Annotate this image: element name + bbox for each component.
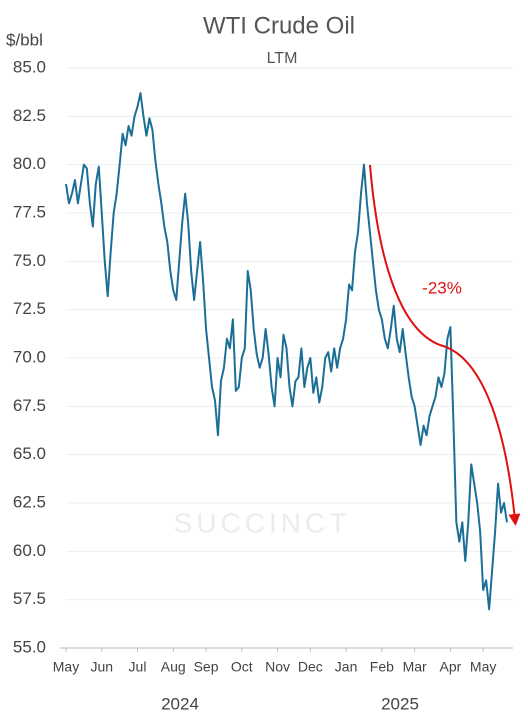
y-tick-label: 82.5 bbox=[13, 106, 46, 125]
plot-area: 55.0 57.5 60.0 62.5 65.0 67.5 70.0 72.5 75.0 77.5… bbox=[13, 57, 513, 713]
x-tick-label: Oct bbox=[231, 659, 253, 675]
x-tick-label: Apr bbox=[439, 659, 461, 675]
y-tick-label: 75.0 bbox=[13, 251, 46, 270]
x-tick-label: Feb bbox=[370, 659, 394, 675]
y-tick-label: 77.5 bbox=[13, 202, 46, 221]
change-arrow bbox=[369, 164, 521, 526]
y-tick-label: 62.5 bbox=[13, 492, 46, 511]
y-tick-label: 85.0 bbox=[13, 57, 46, 76]
price-line bbox=[65, 92, 508, 611]
x-tick-label: Nov bbox=[265, 659, 290, 675]
x-tick-label: Mar bbox=[403, 659, 427, 675]
y-tick-label: 72.5 bbox=[13, 299, 46, 318]
y-tick-label: 65.0 bbox=[13, 444, 46, 463]
x-tick-label: Aug bbox=[161, 659, 186, 675]
x-tick-label: Jan bbox=[335, 659, 358, 675]
chart-title: WTI Crude Oil bbox=[203, 12, 355, 39]
y-tick-label: 67.5 bbox=[13, 396, 46, 415]
x-tick-label: Jun bbox=[90, 659, 113, 675]
x-tick-label: Sep bbox=[194, 659, 219, 675]
watermark: SUCCINCT bbox=[174, 507, 351, 538]
y-tick-label: 80.0 bbox=[13, 154, 46, 173]
x-tick-label: Dec bbox=[298, 659, 323, 675]
year-label: 2024 bbox=[161, 694, 199, 713]
x-tick-label: May bbox=[470, 659, 496, 675]
y-tick-label: 60.0 bbox=[13, 541, 46, 560]
y-tick-label: 70.0 bbox=[13, 347, 46, 366]
year-label: 2025 bbox=[381, 694, 419, 713]
change-annotation: -23% bbox=[422, 278, 462, 297]
x-tick-label: Jul bbox=[129, 659, 147, 675]
chart-subtitle: LTM bbox=[267, 50, 298, 67]
y-axis-label: $/bbl bbox=[6, 30, 43, 49]
x-tick-label: May bbox=[53, 659, 79, 675]
y-tick-label: 55.0 bbox=[13, 637, 46, 656]
y-tick-label: 57.5 bbox=[13, 589, 46, 608]
